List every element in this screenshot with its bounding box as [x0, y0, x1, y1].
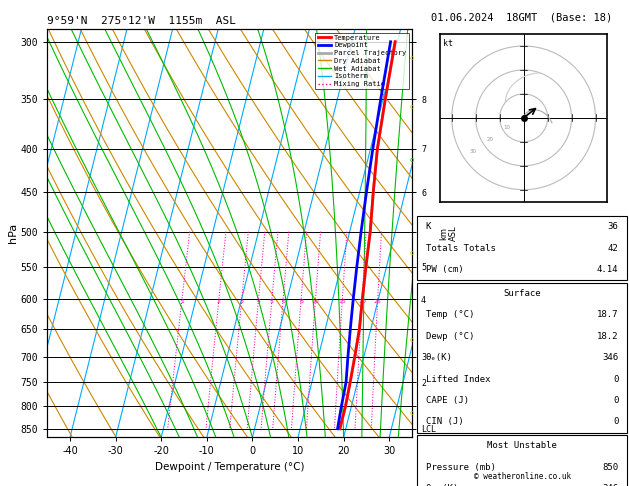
Text: Most Unstable: Most Unstable [487, 441, 557, 450]
Text: 15: 15 [338, 299, 346, 304]
Text: θₑ(K): θₑ(K) [426, 353, 453, 362]
Text: PW (cm): PW (cm) [426, 265, 464, 274]
Text: 5: 5 [270, 299, 274, 304]
Text: Dewp (°C): Dewp (°C) [426, 332, 474, 341]
Text: 9°59'N  275°12'W  1155m  ASL: 9°59'N 275°12'W 1155m ASL [47, 16, 236, 26]
Text: 850: 850 [602, 463, 618, 471]
Text: 1: 1 [180, 299, 184, 304]
Text: 4.14: 4.14 [597, 265, 618, 274]
Bar [417, 216, 627, 280]
Text: © weatheronline.co.uk: © weatheronline.co.uk [474, 472, 571, 481]
Text: CIN (J): CIN (J) [426, 417, 464, 426]
Text: Lifted Index: Lifted Index [426, 375, 491, 383]
Text: o: o [410, 410, 414, 416]
Text: kt: kt [443, 39, 453, 48]
Text: 42: 42 [608, 244, 618, 253]
Text: 30: 30 [470, 149, 477, 154]
Text: Pressure (mb): Pressure (mb) [426, 463, 496, 471]
Bar [417, 435, 627, 486]
Text: Totals Totals: Totals Totals [426, 244, 496, 253]
Text: o: o [410, 104, 414, 110]
Text: 10: 10 [503, 125, 510, 130]
Text: 0: 0 [613, 375, 618, 383]
Text: 0: 0 [613, 417, 618, 426]
Text: 25: 25 [374, 299, 382, 304]
Text: 36: 36 [608, 223, 618, 231]
Text: 18.2: 18.2 [597, 332, 618, 341]
Text: 20: 20 [487, 137, 494, 142]
Text: Temp (°C): Temp (°C) [426, 311, 474, 319]
Text: 0: 0 [613, 396, 618, 405]
Bar [417, 283, 627, 433]
Legend: Temperature, Dewpoint, Parcel Trajectory, Dry Adiabat, Wet Adiabat, Isotherm, Mi: Temperature, Dewpoint, Parcel Trajectory… [315, 33, 408, 89]
Text: Surface: Surface [503, 289, 541, 298]
Y-axis label: km
ASL: km ASL [439, 226, 458, 241]
Text: o: o [410, 55, 414, 61]
Text: 10: 10 [311, 299, 320, 304]
Text: 8: 8 [299, 299, 303, 304]
Text: 2: 2 [217, 299, 221, 304]
Text: 01.06.2024  18GMT  (Base: 18): 01.06.2024 18GMT (Base: 18) [431, 12, 613, 22]
Text: 346: 346 [602, 353, 618, 362]
Text: θₑ (K): θₑ (K) [426, 484, 458, 486]
Text: 3: 3 [240, 299, 243, 304]
Text: o: o [410, 337, 414, 343]
Text: 6: 6 [281, 299, 285, 304]
Text: 346: 346 [602, 484, 618, 486]
Text: o: o [410, 250, 414, 256]
Y-axis label: hPa: hPa [8, 223, 18, 243]
Text: o: o [410, 157, 414, 163]
X-axis label: Dewpoint / Temperature (°C): Dewpoint / Temperature (°C) [155, 462, 304, 472]
Text: K: K [426, 223, 431, 231]
Text: CAPE (J): CAPE (J) [426, 396, 469, 405]
Text: 20: 20 [358, 299, 366, 304]
Text: 18.7: 18.7 [597, 311, 618, 319]
Text: 4: 4 [257, 299, 260, 304]
